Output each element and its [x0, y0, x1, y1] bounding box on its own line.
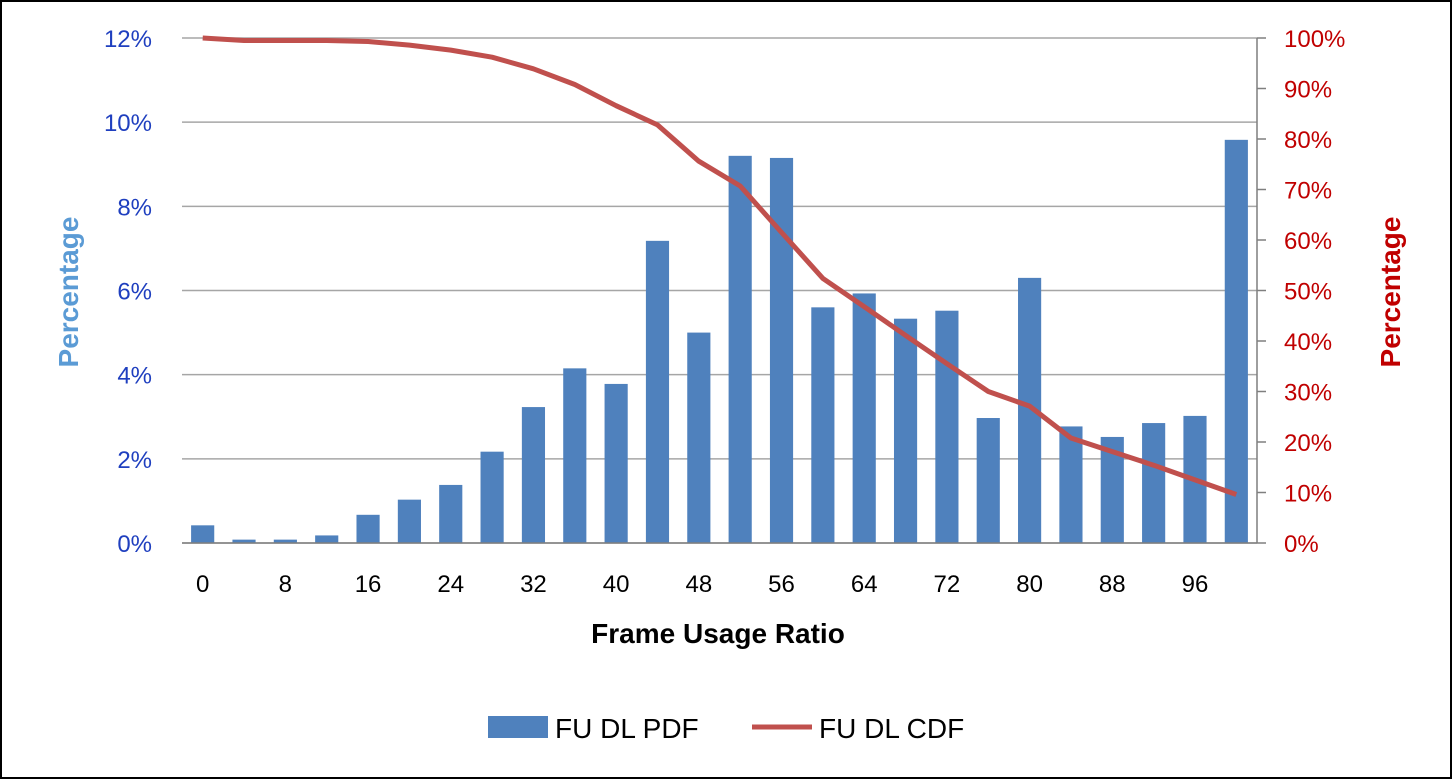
right-tick-label: 50%	[1284, 279, 1332, 306]
pdf-bar	[480, 451, 504, 543]
x-axis-title: Frame Usage Ratio	[591, 618, 845, 649]
pdf-bar	[397, 499, 421, 543]
pdf-bar	[1142, 423, 1166, 543]
pdf-bar	[852, 293, 876, 543]
x-tick-label: 64	[851, 571, 878, 598]
right-tick-label: 80%	[1284, 127, 1332, 154]
right-tick-label: 0%	[1284, 531, 1319, 558]
left-tick-label: 4%	[117, 363, 152, 390]
pdf-bar	[1224, 139, 1248, 543]
right-tick-label: 60%	[1284, 228, 1332, 255]
x-tick-label: 40	[603, 571, 630, 598]
x-tick-label: 48	[685, 571, 712, 598]
pdf-bar	[893, 318, 918, 543]
right-tick-label: 30%	[1284, 380, 1332, 407]
right-tick-label: 40%	[1284, 329, 1332, 356]
pdf-bar	[645, 240, 670, 543]
legend-swatch-pdf	[488, 716, 548, 738]
x-tick-label: 80	[1016, 571, 1043, 598]
legend-label-cdf: FU DL CDF	[819, 713, 964, 744]
x-tick-label: 96	[1182, 571, 1209, 598]
legend: FU DL PDF FU DL CDF	[488, 713, 964, 744]
left-tick-label: 0%	[117, 531, 152, 558]
left-tick-label: 8%	[117, 194, 152, 221]
pdf-bar	[1100, 436, 1124, 543]
left-tick-label: 10%	[104, 110, 152, 137]
right-tick-label: 70%	[1284, 178, 1332, 205]
left-tick-label: 6%	[117, 279, 152, 306]
pdf-bar	[232, 539, 256, 543]
pdf-bar	[1018, 277, 1042, 543]
left-axis-title: Percentage	[53, 217, 84, 368]
pdf-bar	[728, 155, 752, 544]
pdf-bar	[811, 307, 835, 543]
pdf-bar	[356, 514, 380, 543]
pdf-bar	[563, 368, 587, 543]
cdf-line-group	[202, 35, 1238, 497]
x-tick-label: 56	[768, 571, 795, 598]
pdf-bar	[521, 407, 546, 543]
left-tick-label: 2%	[117, 447, 152, 474]
right-axis-ticks: 0% 10% 20% 30% 40% 50% 60% 70% 80% 90% 100%	[1284, 26, 1345, 558]
left-axis-ticks: 0% 2% 4% 6% 8% 10% 12%	[104, 26, 152, 558]
pdf-bar	[439, 484, 463, 543]
x-tick-label: 8	[279, 571, 292, 598]
pdf-bar	[315, 535, 339, 543]
pdf-bars	[191, 139, 1248, 544]
x-tick-label: 88	[1099, 571, 1126, 598]
x-tick-label: 0	[196, 571, 209, 598]
pdf-bar	[604, 383, 628, 543]
axes	[182, 37, 1266, 544]
x-tick-label: 24	[437, 571, 464, 598]
cdf-line	[202, 35, 1238, 497]
pdf-bar	[191, 525, 215, 543]
right-axis-title: Percentage	[1375, 217, 1406, 368]
pdf-bar	[976, 418, 1000, 543]
right-tick-label: 100%	[1284, 26, 1345, 53]
right-tick-label: 90%	[1284, 77, 1332, 104]
pdf-bar	[769, 157, 794, 543]
left-tick-label: 12%	[104, 26, 152, 53]
pdf-bar	[687, 332, 711, 543]
pdf-bar	[935, 310, 959, 543]
right-tick-label: 20%	[1284, 430, 1332, 457]
right-tick-label: 10%	[1284, 481, 1332, 508]
gridlines	[182, 37, 1257, 544]
pdf-bar	[273, 539, 297, 543]
x-tick-label: 16	[355, 571, 382, 598]
x-tick-label: 72	[934, 571, 961, 598]
x-tick-label: 32	[520, 571, 547, 598]
pdf-bar	[1059, 426, 1083, 543]
x-axis-ticks: 0 8 16 24 32 40 48 56 64 72 80 88 96	[196, 571, 1208, 598]
legend-label-pdf: FU DL PDF	[555, 713, 699, 744]
